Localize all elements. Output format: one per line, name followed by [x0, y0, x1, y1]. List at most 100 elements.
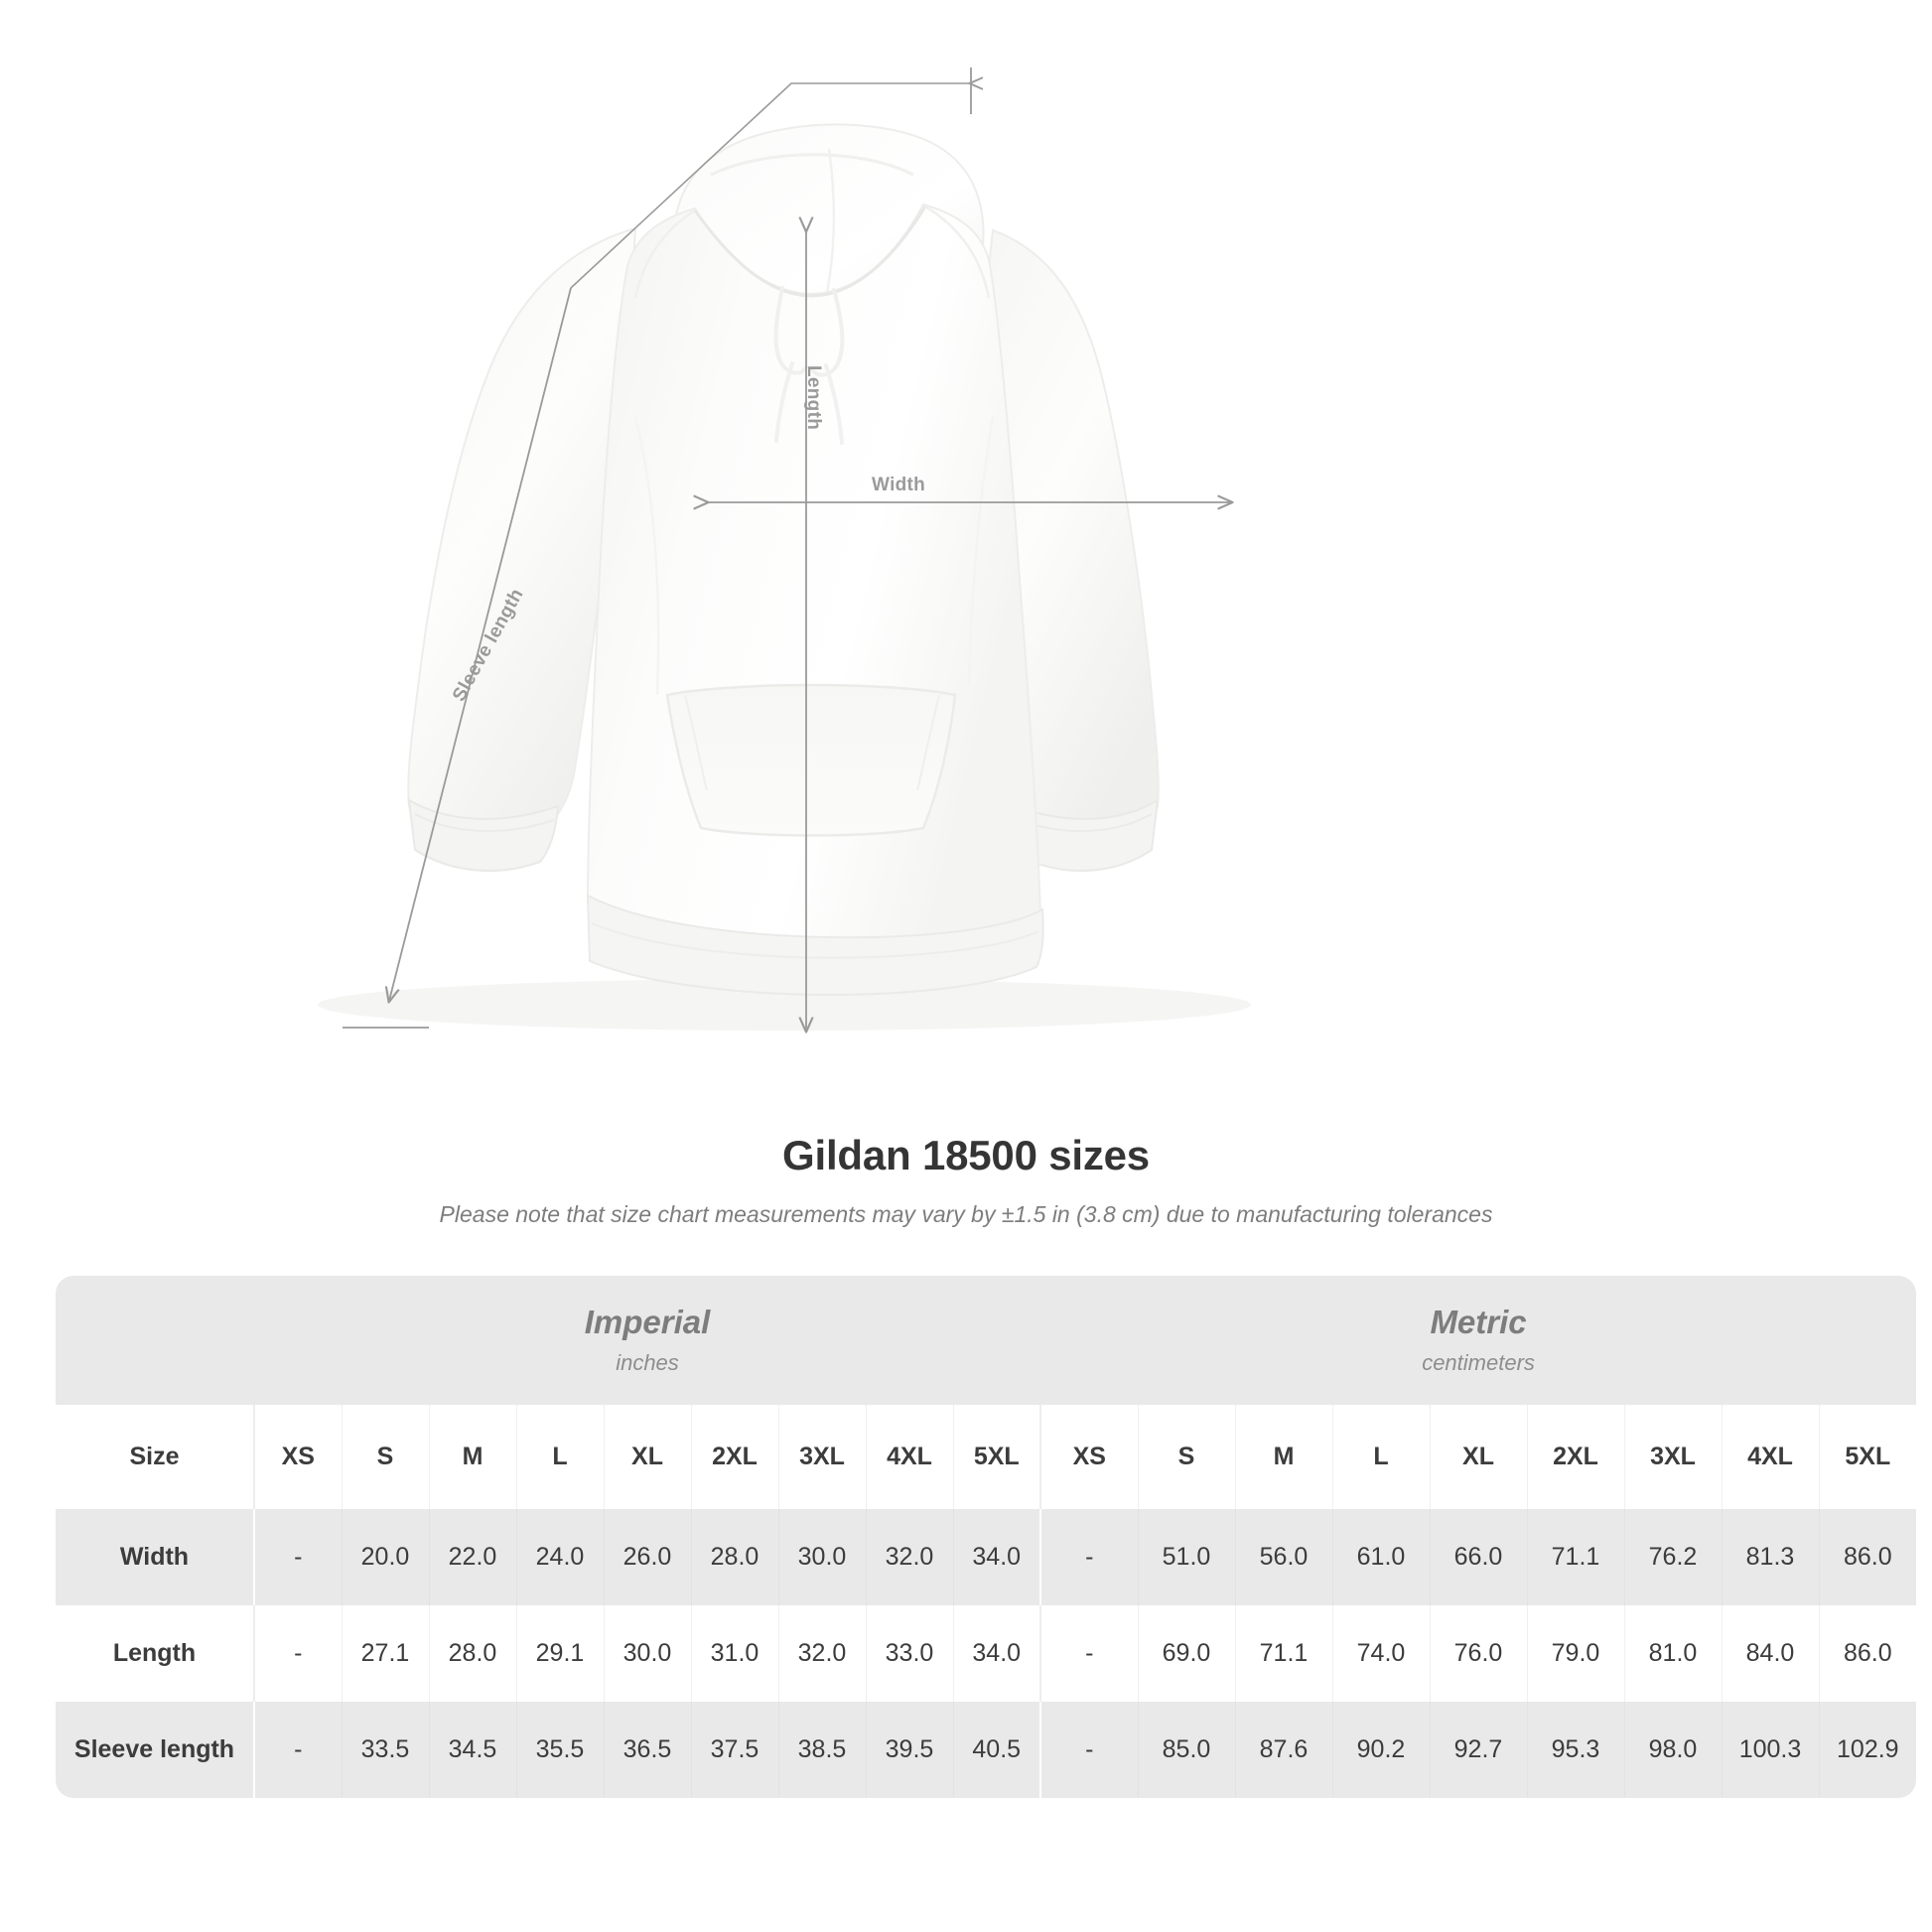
- cell-length-imperial-s: 27.1: [341, 1605, 429, 1702]
- table-row: Width - 20.0 22.0 24.0 26.0 28.0 30.0 32…: [56, 1509, 1917, 1605]
- size-header-metric-5xl: 5XL: [1818, 1405, 1917, 1509]
- cell-sleeve-imperial-m: 34.5: [428, 1702, 516, 1798]
- sleeve-length-dimension-line: [343, 287, 572, 1029]
- cell-sleeve-metric-s: 85.0: [1137, 1702, 1235, 1798]
- size-header-row: Size XS S M L XL 2XL 3XL 4XL 5XL XS S M …: [56, 1405, 1917, 1509]
- size-header-imperial-s: S: [341, 1405, 429, 1509]
- table-row: Sleeve length - 33.5 34.5 35.5 36.5 37.5…: [56, 1702, 1917, 1798]
- cell-width-metric-s: 51.0: [1137, 1509, 1235, 1605]
- cell-width-metric-m: 56.0: [1234, 1509, 1332, 1605]
- cell-sleeve-metric-3xl: 98.0: [1623, 1702, 1722, 1798]
- size-header-imperial-xs: XS: [253, 1405, 342, 1509]
- cell-sleeve-imperial-2xl: 37.5: [690, 1702, 778, 1798]
- tolerance-note: Please note that size chart measurements…: [439, 1201, 1493, 1227]
- title-block: Gildan 18500 sizes Please note that size…: [0, 1132, 1932, 1228]
- cell-length-metric-5xl: 86.0: [1818, 1605, 1917, 1702]
- cell-length-imperial-4xl: 33.0: [865, 1605, 953, 1702]
- size-header-metric-l: L: [1331, 1405, 1430, 1509]
- hoodie-illustration: [318, 123, 1251, 1031]
- garment-diagram: Length Width Sleeve length: [318, 68, 1932, 1132]
- cell-width-metric-2xl: 71.1: [1526, 1509, 1624, 1605]
- cell-sleeve-imperial-5xl: 40.5: [952, 1702, 1040, 1798]
- size-header-imperial-3xl: 3XL: [777, 1405, 866, 1509]
- cell-width-metric-3xl: 76.2: [1623, 1509, 1722, 1605]
- cell-width-imperial-2xl: 28.0: [690, 1509, 778, 1605]
- size-table: Imperial inches Metric centimeters Size …: [56, 1276, 1917, 1798]
- row-label-width: Width: [56, 1509, 254, 1605]
- cell-length-metric-s: 69.0: [1137, 1605, 1235, 1702]
- cell-width-metric-5xl: 86.0: [1818, 1509, 1917, 1605]
- unit-group-metric: Metric centimeters: [1040, 1276, 1917, 1405]
- size-header-imperial-xl: XL: [603, 1405, 691, 1509]
- cell-sleeve-imperial-4xl: 39.5: [865, 1702, 953, 1798]
- cell-sleeve-imperial-3xl: 38.5: [777, 1702, 866, 1798]
- size-header-imperial-5xl: 5XL: [952, 1405, 1040, 1509]
- table-row: Length - 27.1 28.0 29.1 30.0 31.0 32.0 3…: [56, 1605, 1917, 1702]
- size-header-imperial-l: L: [515, 1405, 604, 1509]
- size-header-metric-s: S: [1137, 1405, 1235, 1509]
- cell-length-imperial-2xl: 31.0: [690, 1605, 778, 1702]
- cell-sleeve-imperial-l: 35.5: [515, 1702, 604, 1798]
- cell-width-metric-xl: 66.0: [1429, 1509, 1527, 1605]
- unit-group-imperial-sub: inches: [616, 1350, 679, 1376]
- size-header-metric-2xl: 2XL: [1526, 1405, 1624, 1509]
- cell-sleeve-metric-l: 90.2: [1331, 1702, 1430, 1798]
- size-table-wrapper: Imperial inches Metric centimeters Size …: [56, 1276, 1917, 1798]
- width-label: Width: [872, 475, 926, 495]
- cell-length-imperial-5xl: 34.0: [952, 1605, 1040, 1702]
- cell-length-imperial-l: 29.1: [515, 1605, 604, 1702]
- unit-group-imperial-name: Imperial: [584, 1303, 711, 1340]
- cell-sleeve-imperial-xl: 36.5: [603, 1702, 691, 1798]
- cell-length-imperial-m: 28.0: [428, 1605, 516, 1702]
- size-header-metric-xl: XL: [1429, 1405, 1527, 1509]
- cell-width-imperial-l: 24.0: [515, 1509, 604, 1605]
- cell-width-imperial-4xl: 32.0: [865, 1509, 953, 1605]
- size-header-metric-m: M: [1234, 1405, 1332, 1509]
- length-label: Length: [803, 365, 824, 431]
- size-header-imperial-m: M: [428, 1405, 516, 1509]
- cell-sleeve-metric-xl: 92.7: [1429, 1702, 1527, 1798]
- cell-sleeve-metric-4xl: 100.3: [1721, 1702, 1819, 1798]
- cell-width-imperial-xl: 26.0: [603, 1509, 691, 1605]
- unit-header-row: Imperial inches Metric centimeters: [56, 1276, 1917, 1405]
- size-header-imperial-2xl: 2XL: [690, 1405, 778, 1509]
- cell-sleeve-metric-xs: -: [1039, 1702, 1138, 1798]
- cell-length-imperial-xl: 30.0: [603, 1605, 691, 1702]
- cell-length-metric-4xl: 84.0: [1721, 1605, 1819, 1702]
- cell-width-imperial-m: 22.0: [428, 1509, 516, 1605]
- cell-width-imperial-xs: -: [253, 1509, 342, 1605]
- cell-length-metric-3xl: 81.0: [1623, 1605, 1722, 1702]
- cell-width-imperial-3xl: 30.0: [777, 1509, 866, 1605]
- size-label: Size: [56, 1405, 254, 1509]
- cell-width-imperial-5xl: 34.0: [952, 1509, 1040, 1605]
- sleeve-leader-line: [570, 68, 971, 289]
- cell-length-imperial-3xl: 32.0: [777, 1605, 866, 1702]
- cell-width-metric-4xl: 81.3: [1721, 1509, 1819, 1605]
- cell-length-metric-2xl: 79.0: [1526, 1605, 1624, 1702]
- row-label-length: Length: [56, 1605, 254, 1702]
- page-title: Gildan 18500 sizes: [782, 1132, 1150, 1178]
- measurement-overlay: [343, 68, 1932, 1132]
- unit-spacer: [56, 1276, 254, 1405]
- cell-sleeve-imperial-xs: -: [253, 1702, 342, 1798]
- cell-width-imperial-s: 20.0: [341, 1509, 429, 1605]
- cell-width-metric-l: 61.0: [1331, 1509, 1430, 1605]
- cell-sleeve-imperial-s: 33.5: [341, 1702, 429, 1798]
- cell-length-metric-l: 74.0: [1331, 1605, 1430, 1702]
- cell-length-metric-xl: 76.0: [1429, 1605, 1527, 1702]
- cell-length-metric-m: 71.1: [1234, 1605, 1332, 1702]
- cell-sleeve-metric-2xl: 95.3: [1526, 1702, 1624, 1798]
- cell-length-imperial-xs: -: [253, 1605, 342, 1702]
- cell-sleeve-metric-m: 87.6: [1234, 1702, 1332, 1798]
- row-label-sleeve-length: Sleeve length: [56, 1702, 254, 1798]
- size-header-metric-xs: XS: [1039, 1405, 1138, 1509]
- size-header-imperial-4xl: 4XL: [865, 1405, 953, 1509]
- size-header-metric-3xl: 3XL: [1623, 1405, 1722, 1509]
- cell-length-metric-xs: -: [1039, 1605, 1138, 1702]
- cell-sleeve-metric-5xl: 102.9: [1818, 1702, 1917, 1798]
- cell-width-metric-xs: -: [1039, 1509, 1138, 1605]
- size-header-metric-4xl: 4XL: [1721, 1405, 1819, 1509]
- unit-group-metric-name: Metric: [1430, 1303, 1527, 1340]
- unit-group-imperial: Imperial inches: [254, 1276, 1040, 1405]
